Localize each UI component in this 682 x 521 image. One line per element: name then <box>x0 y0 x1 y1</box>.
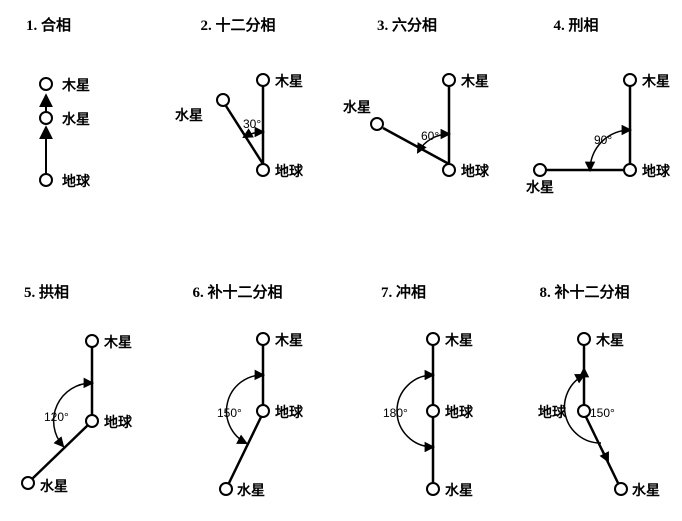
diagram-6: 地球 木星 水星 150° <box>171 261 342 521</box>
mercury-label: 水星 <box>40 478 68 495</box>
diagram-1: 地球 水星 木星 <box>0 0 171 261</box>
earth-label: 地球 <box>104 414 133 431</box>
cell-7-opposition: 7. 冲相 地球 木星 水星 180° <box>341 261 512 521</box>
mercury-label: 水星 <box>445 482 473 499</box>
earth-mercury-line <box>32 425 88 479</box>
jupiter-label: 木星 <box>460 73 489 90</box>
jupiter-node <box>624 74 636 86</box>
mercury-label: 水星 <box>237 482 265 499</box>
angle-text: 150° <box>590 406 615 420</box>
cell-2-semisextile: 2. 十二分相 地球 木星 水星 30° <box>171 0 342 261</box>
jupiter-label: 木星 <box>103 334 132 351</box>
earth-node <box>40 174 52 186</box>
jupiter-label: 木星 <box>444 332 473 349</box>
earth-label: 地球 <box>642 163 671 180</box>
mercury-node <box>22 477 34 489</box>
cell-5-trine: 5. 拱相 地球 木星 水星 120° <box>0 261 171 521</box>
earth-label: 地球 <box>275 163 304 180</box>
angle-text: 90° <box>594 133 612 147</box>
jupiter-node <box>40 78 52 90</box>
mercury-label: 水星 <box>175 107 203 124</box>
diagram-8: 地球 木星 水星 150° <box>512 261 682 521</box>
mercury-node <box>217 94 229 106</box>
mercury-label: 水星 <box>62 111 90 128</box>
mercury-label: 水星 <box>632 482 660 499</box>
cell-8-quincunx-mirror: 8. 补十二分相 地球 木星 水星 150° <box>512 261 682 521</box>
earth-mercury-line <box>226 106 263 164</box>
angle-text: 150° <box>217 406 242 420</box>
angle-text: 60° <box>421 129 439 143</box>
mercury-label: 水星 <box>526 179 554 196</box>
mercury-node <box>427 483 439 495</box>
jupiter-label: 木星 <box>274 73 303 90</box>
cell-3-sextile: 3. 六分相 地球 木星 水星 60° <box>341 0 512 261</box>
mercury-node <box>534 164 546 176</box>
cell-6-quincunx: 6. 补十二分相 地球 木星 水星 150° <box>171 261 342 521</box>
mercury-node <box>220 483 232 495</box>
angle-text: 30° <box>243 117 261 131</box>
diagram-3: 地球 木星 水星 60° <box>341 0 512 261</box>
earth-mercury-line <box>229 417 261 483</box>
jupiter-node <box>443 74 455 86</box>
earth-node <box>578 405 590 417</box>
earth-label: 地球 <box>461 163 490 180</box>
jupiter-node <box>257 74 269 86</box>
arrow-to-mercury <box>602 449 608 461</box>
cell-1-conjunction: 1. 合相 地球 水星 木星 <box>0 0 171 261</box>
mercury-node <box>615 483 627 495</box>
angle-text: 120° <box>44 410 69 424</box>
earth-label: 地球 <box>62 173 91 190</box>
jupiter-label: 木星 <box>61 77 90 94</box>
jupiter-node <box>257 333 269 345</box>
earth-label: 地球 <box>538 404 567 421</box>
cell-4-square: 4. 刑相 地球 木星 水星 90° <box>512 0 682 261</box>
earth-node <box>257 405 269 417</box>
earth-label: 地球 <box>445 404 474 421</box>
earth-node <box>624 164 636 176</box>
diagram-7: 地球 木星 水星 180° <box>341 261 512 521</box>
angle-arc <box>244 132 263 137</box>
angle-text: 180° <box>383 406 408 420</box>
diagram-2: 地球 木星 水星 30° <box>171 0 342 261</box>
jupiter-node <box>86 335 98 347</box>
jupiter-label: 木星 <box>274 332 303 349</box>
mercury-label: 水星 <box>343 99 371 116</box>
diagram-5: 地球 木星 水星 120° <box>0 261 171 521</box>
jupiter-node <box>427 333 439 345</box>
jupiter-node <box>578 333 590 345</box>
mercury-node <box>40 112 52 124</box>
mercury-node <box>371 118 383 130</box>
aspect-grid: 1. 合相 地球 水星 木星 2. 十二分相 <box>0 0 682 521</box>
earth-label: 地球 <box>275 404 304 421</box>
earth-node <box>257 164 269 176</box>
jupiter-label: 木星 <box>641 73 670 90</box>
diagram-4: 地球 木星 水星 90° <box>512 0 682 261</box>
earth-node <box>427 405 439 417</box>
jupiter-label: 木星 <box>595 332 624 349</box>
earth-node <box>443 164 455 176</box>
